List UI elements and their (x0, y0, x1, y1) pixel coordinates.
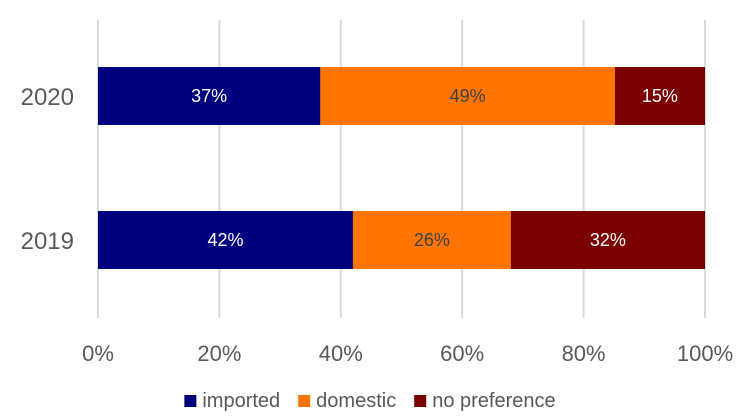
x-tick-label: 20% (197, 341, 241, 366)
data-label: 49% (450, 86, 486, 106)
legend-swatch (184, 395, 197, 407)
data-label: 37% (191, 86, 227, 106)
bar-segment (510, 211, 705, 269)
x-tick-label: 0% (82, 341, 114, 366)
data-label: 26% (414, 230, 450, 250)
legend-label: imported (202, 390, 280, 412)
category-label: 2020 (21, 84, 74, 111)
legend-label: domestic (316, 390, 396, 412)
legend-swatch (414, 395, 427, 407)
x-tick-label: 40% (319, 341, 363, 366)
x-tick-label: 100% (677, 341, 733, 366)
bar-segment (320, 67, 615, 125)
data-label: 15% (642, 86, 678, 106)
data-label: 42% (207, 230, 243, 250)
legend-swatch (298, 395, 311, 407)
bars (98, 67, 705, 269)
bar-segment (352, 211, 511, 269)
bar-segment (98, 211, 353, 269)
x-tick-label: 60% (440, 341, 484, 366)
x-tick-label: 80% (562, 341, 606, 366)
legend-label: no preference (432, 390, 555, 412)
category-label: 2019 (21, 228, 74, 255)
data-labels: 37% 49% 15% 42% 26% 32% (191, 86, 678, 250)
legend: imported domestic no preference (184, 390, 556, 412)
data-label: 32% (590, 230, 626, 250)
bar-segment (98, 67, 321, 125)
gridlines (97, 20, 706, 318)
axes: 0% 20% 40% 60% 80% 100% 2020 2019 (21, 84, 734, 366)
bar-segment (614, 67, 705, 125)
